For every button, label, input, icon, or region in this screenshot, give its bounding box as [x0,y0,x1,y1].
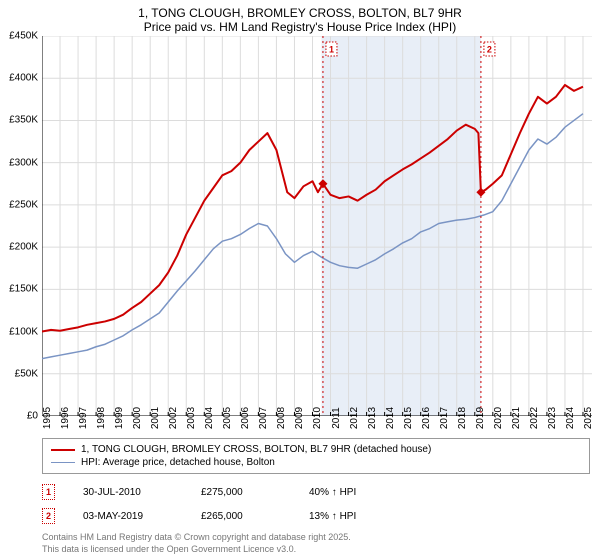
x-axis-tick-label: 2021 [511,407,522,429]
x-axis-tick-label: 2010 [312,407,323,429]
x-axis-tick-label: 1998 [96,407,107,429]
x-axis-tick-label: 2025 [583,407,594,429]
x-axis-tick-label: 2009 [294,407,305,429]
x-axis-tick-label: 1997 [78,407,89,429]
x-axis-tick-label: 1996 [60,407,71,429]
sale-marker-icon: 1 [42,484,55,500]
y-axis-tick-label: £300K [9,157,38,168]
y-axis-tick-label: £0 [27,411,38,422]
chart-plot-area: 12 £0£50K£100K£150K£200K£250K£300K£350K£… [42,36,592,416]
sale-price: £265,000 [201,511,281,522]
x-axis-tick-label: 2003 [186,407,197,429]
x-axis-tick-label: 2022 [529,407,540,429]
y-axis-tick-label: £50K [15,368,38,379]
svg-text:1: 1 [329,45,334,55]
legend-item: HPI: Average price, detached house, Bolt… [51,456,581,469]
legend-label: 1, TONG CLOUGH, BROMLEY CROSS, BOLTON, B… [81,444,431,455]
y-axis-tick-label: £350K [9,115,38,126]
sale-price: £275,000 [201,487,281,498]
sale-delta: 40% ↑ HPI [309,487,356,498]
x-axis-tick-label: 2023 [547,407,558,429]
x-axis-tick-label: 2014 [385,407,396,429]
x-axis-tick-label: 2002 [168,407,179,429]
y-axis-tick-label: £100K [9,326,38,337]
chart-title: 1, TONG CLOUGH, BROMLEY CROSS, BOLTON, B… [0,0,600,36]
x-axis-tick-label: 2015 [403,407,414,429]
x-axis-tick-label: 2008 [276,407,287,429]
x-axis-tick-label: 2005 [222,407,233,429]
legend-swatch [51,462,75,464]
x-axis-tick-label: 1999 [114,407,125,429]
x-axis-tick-label: 2016 [421,407,432,429]
y-axis-tick-label: £400K [9,73,38,84]
x-axis-tick-label: 2000 [132,407,143,429]
y-axis-tick-label: £450K [9,31,38,42]
x-axis-tick-label: 2013 [367,407,378,429]
footer-line-2: This data is licensed under the Open Gov… [42,544,590,556]
x-axis-tick-label: 2012 [349,407,360,429]
footer-line-1: Contains HM Land Registry data © Crown c… [42,532,590,544]
sale-marker-icon: 2 [42,508,55,524]
sale-annotations: 1 30-JUL-2010 £275,000 40% ↑ HPI 2 03-MAY-201… [42,480,590,528]
x-axis-tick-label: 2006 [240,407,251,429]
x-axis-tick-label: 1995 [42,407,53,429]
sale-row: 1 30-JUL-2010 £275,000 40% ↑ HPI [42,480,590,504]
legend-swatch [51,449,75,451]
x-axis-tick-label: 2011 [331,407,342,429]
sale-row: 2 03-MAY-2019 £265,000 13% ↑ HPI [42,504,590,528]
title-line-1: 1, TONG CLOUGH, BROMLEY CROSS, BOLTON, B… [0,6,600,20]
footer-attribution: Contains HM Land Registry data © Crown c… [42,532,590,555]
x-axis-tick-label: 2024 [565,407,576,429]
x-axis-tick-label: 2007 [258,407,269,429]
sale-date: 30-JUL-2010 [83,487,173,498]
x-axis-tick-label: 2019 [475,407,486,429]
x-axis-tick-label: 2004 [204,407,215,429]
y-axis-tick-label: £200K [9,242,38,253]
y-axis-tick-label: £150K [9,284,38,295]
svg-text:2: 2 [487,45,492,55]
legend-label: HPI: Average price, detached house, Bolt… [81,457,275,468]
legend: 1, TONG CLOUGH, BROMLEY CROSS, BOLTON, B… [42,438,590,474]
sale-date: 03-MAY-2019 [83,511,173,522]
x-axis-tick-label: 2020 [493,407,504,429]
x-axis-tick-label: 2018 [457,407,468,429]
title-line-2: Price paid vs. HM Land Registry's House … [0,20,600,34]
y-axis-tick-label: £250K [9,199,38,210]
chart-svg: 12 [42,36,592,416]
sale-delta: 13% ↑ HPI [309,511,356,522]
x-axis-tick-label: 2001 [150,407,161,429]
x-axis-tick-label: 2017 [439,407,450,429]
legend-item: 1, TONG CLOUGH, BROMLEY CROSS, BOLTON, B… [51,443,581,456]
